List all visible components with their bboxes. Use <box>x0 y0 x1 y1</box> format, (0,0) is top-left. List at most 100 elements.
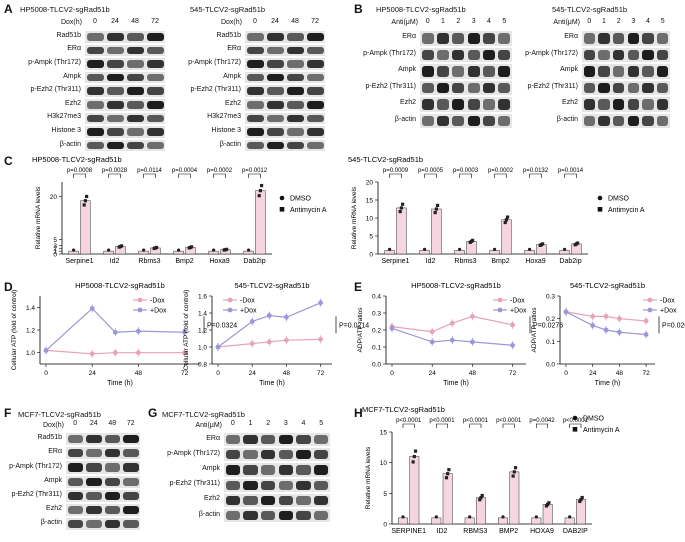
blot-band <box>467 49 480 60</box>
blot-band <box>67 520 83 529</box>
significance-bracket <box>529 173 542 178</box>
blot-band <box>306 73 324 82</box>
dot-dmso <box>247 248 251 252</box>
blot-row-label: p-Ampk (Thr172) <box>525 49 578 57</box>
blot-band <box>86 449 102 458</box>
bar-antimycin <box>442 473 453 525</box>
blot-row-label: p-Ezh2 (Thr311) <box>169 480 220 488</box>
blot-band <box>627 33 640 44</box>
x-tick-label: SERPINE1 <box>391 528 426 535</box>
significance-bracket <box>108 173 121 178</box>
blot-row-label: Ezh2 <box>204 495 220 503</box>
blot-band <box>498 33 511 44</box>
dot-antimycin <box>190 245 194 249</box>
dot-antimycin <box>512 470 516 474</box>
blot-row-label: Ampk <box>560 66 578 74</box>
blot-band <box>598 82 610 93</box>
blot-row-label: ERα <box>206 434 220 442</box>
y-tick-label: 1.2 <box>26 328 35 335</box>
legend-plus-dox-label: +Dox <box>150 308 167 315</box>
blot-band <box>482 82 496 93</box>
blot-b-left-title: HP5008-TLCV2-sgRad51b <box>376 5 466 14</box>
blot-band <box>421 82 434 93</box>
bar-antimycin <box>409 456 420 525</box>
dot-antimycin <box>398 210 402 214</box>
blot-band <box>467 82 480 93</box>
p-value-label: p=0.0002 <box>207 168 233 174</box>
blot-band <box>498 66 511 77</box>
y-tick-label: 10 <box>366 216 374 223</box>
blot-band <box>583 33 596 44</box>
blot-a-right-title: 545-TLCV2-sgRad51b <box>190 5 266 14</box>
blot-band <box>467 115 480 126</box>
dot-antimycin <box>260 183 264 188</box>
blot-band <box>126 60 144 68</box>
blot-strip <box>85 126 165 138</box>
pvalue-label: P=0.0276 <box>533 322 563 329</box>
y-tick-label: 0.0 <box>546 362 555 369</box>
blot-band <box>313 480 329 490</box>
blot-band <box>286 87 304 95</box>
blot-row-label: ERα <box>564 33 578 41</box>
blot-band <box>421 115 434 126</box>
panel-letter-e: E <box>354 280 363 294</box>
p-value-label: p=0.0132 <box>523 168 549 174</box>
bar-dmso <box>464 517 475 525</box>
panel-letter-a: A <box>4 2 13 16</box>
y-tick-label: 1.0 <box>198 345 207 352</box>
blot-band <box>656 99 669 110</box>
y-axis-label: ADP/ATP ratios <box>531 307 538 353</box>
blot-band <box>246 114 264 123</box>
blot-band <box>482 33 496 44</box>
dot-dmso <box>568 515 572 519</box>
blot-band <box>306 141 324 150</box>
blot-strip <box>224 509 330 523</box>
point-plus-dox <box>617 329 622 335</box>
dot-antimycin <box>225 247 229 251</box>
dot-antimycin <box>411 460 415 464</box>
blot-band <box>421 49 434 60</box>
x-tick-label: 0 <box>216 370 220 377</box>
point-plus-dox <box>215 344 221 350</box>
blot-row-label: p-Ezh2 (Thr311) <box>11 490 62 498</box>
chart-title: HP5008-TLCV2-sgRad51b <box>411 281 501 290</box>
blot-band <box>313 450 329 460</box>
point-minus-dox <box>643 318 649 324</box>
blot-band <box>123 463 139 472</box>
significance-bracket <box>502 423 515 428</box>
dot-dmso <box>107 248 111 252</box>
blot-band <box>260 435 276 445</box>
blot-band <box>67 435 83 444</box>
blot-row-label: Histone 3 <box>51 127 81 134</box>
blot-band <box>123 491 139 500</box>
y-tick-label: 0.1 <box>372 345 381 352</box>
blot-band <box>67 506 83 515</box>
blot-band <box>86 101 104 109</box>
y-tick-label: 20 <box>50 194 58 201</box>
x-axis-label: Time (h) <box>595 380 621 387</box>
lane-label: 24 <box>89 420 98 427</box>
x-axis-label: Time (h) <box>107 380 133 387</box>
p-value-label: p<0.0001 <box>396 418 422 424</box>
lane-label: 72 <box>311 18 319 25</box>
dot-antimycin <box>257 194 261 198</box>
blot-band <box>243 435 258 445</box>
blot-band <box>146 87 164 95</box>
blot-band <box>598 33 610 44</box>
blot-band <box>452 82 465 93</box>
blot-row-label: β-actin <box>59 140 81 148</box>
blot-row-label: Rad51b <box>37 434 62 442</box>
chart-title: MCF7-TLCV2-sgRad51b <box>362 405 445 414</box>
point-plus-dox <box>182 329 188 335</box>
blot-band <box>286 33 304 41</box>
y-tick-label: 20 <box>366 180 374 187</box>
blot-band <box>106 73 124 82</box>
point-plus-dox <box>449 337 455 343</box>
blot-band <box>86 435 102 444</box>
blot-band <box>106 33 124 41</box>
point-plus-dox <box>563 309 569 315</box>
blot-row-label: p-Ampk (Thr172) <box>167 449 220 457</box>
lane-label: 4 <box>646 18 650 25</box>
blot-row-label: p-Ezh2 (Thr311) <box>527 82 578 90</box>
blot-strip <box>245 85 325 97</box>
